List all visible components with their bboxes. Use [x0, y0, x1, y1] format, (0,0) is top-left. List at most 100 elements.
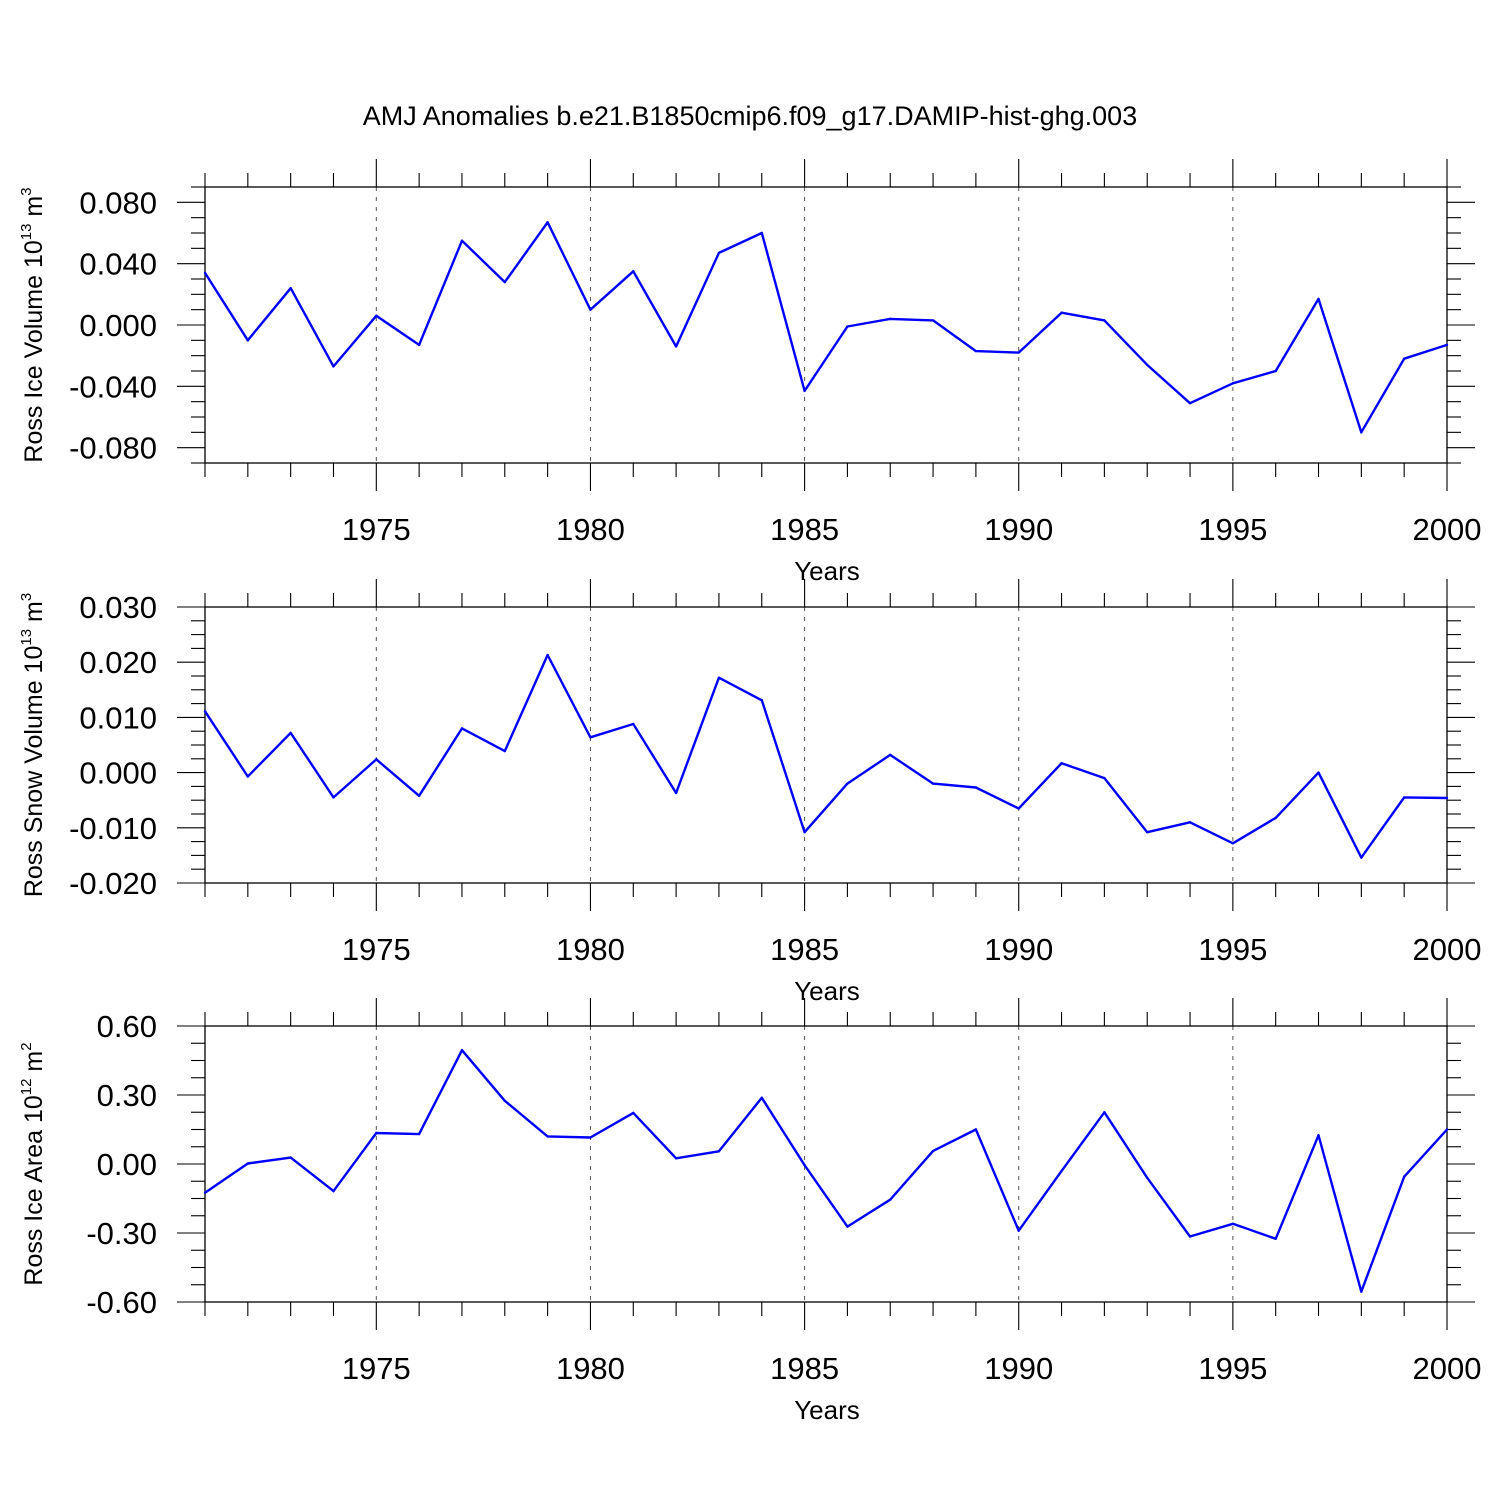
- data-point: [460, 1048, 464, 1052]
- data-point: [974, 786, 978, 789]
- data-point: [203, 710, 207, 713]
- y-tick-label: 0.080: [79, 185, 157, 220]
- data-point: [803, 389, 806, 393]
- data-point: [803, 831, 806, 834]
- y-tick-label: -0.30: [86, 1216, 157, 1251]
- data-point: [1231, 382, 1235, 385]
- data-point: [589, 1136, 592, 1139]
- data-point: [1146, 363, 1149, 367]
- y-axis-label-exponent: 12: [18, 1079, 35, 1096]
- data-point: [460, 239, 464, 242]
- data-point: [289, 1156, 292, 1159]
- y-axis-label-unit-exponent: 2: [18, 1042, 35, 1050]
- data-point: [1231, 1222, 1235, 1226]
- data-point: [1317, 1134, 1320, 1137]
- data-point: [375, 1131, 378, 1135]
- data-point: [332, 365, 335, 368]
- x-tick-label: 1975: [342, 512, 411, 547]
- y-axis-label-unit: m: [20, 601, 48, 629]
- data-point: [931, 1149, 935, 1153]
- data-point: [974, 349, 978, 353]
- plot-frame: [204, 186, 1448, 464]
- plot-frame: [204, 1025, 1448, 1303]
- data-point: [889, 317, 892, 321]
- x-tick-label: 1980: [556, 1351, 625, 1386]
- data-point: [589, 736, 592, 739]
- y-axis-label-unit-exponent: 3: [18, 187, 35, 195]
- x-tick-label: 1980: [556, 932, 625, 967]
- data-point: [931, 319, 935, 322]
- y-axis-label-text: Ross Snow Volume 10: [20, 646, 48, 898]
- data-point: [717, 251, 721, 255]
- data-point: [1103, 1111, 1106, 1114]
- y-tick-label: -0.080: [69, 431, 157, 466]
- y-tick-label: -0.010: [69, 811, 157, 846]
- y-axis-label-text: Ross Ice Area 10: [20, 1095, 48, 1285]
- data-point: [1188, 402, 1192, 405]
- x-axis-label: Years: [794, 976, 860, 1006]
- data-point: [632, 1111, 635, 1115]
- data-point: [1103, 319, 1106, 322]
- data-point: [546, 221, 549, 224]
- data-point: [674, 1157, 678, 1160]
- data-point: [1017, 807, 1020, 810]
- y-tick-label: 0.30: [97, 1078, 157, 1113]
- data-point: [503, 1099, 506, 1102]
- data-point: [546, 653, 549, 657]
- data-point: [931, 782, 935, 785]
- y-axis-label-unit: m: [20, 1051, 48, 1079]
- data-point: [1402, 1175, 1406, 1178]
- data-point: [760, 231, 763, 235]
- y-tick-label: 0.60: [97, 1009, 157, 1044]
- y-axis-label-unit: m: [20, 196, 48, 224]
- data-point: [1274, 1237, 1277, 1240]
- data-point: [1360, 856, 1363, 859]
- x-tick-label: 1995: [1198, 512, 1267, 547]
- data-point: [846, 782, 849, 785]
- data-point: [1017, 351, 1020, 354]
- y-tick-label: -0.020: [69, 866, 157, 901]
- data-point: [1360, 1290, 1363, 1293]
- y-tick-label: 0.010: [79, 700, 157, 735]
- data-point: [1317, 771, 1320, 774]
- y-axis-label-unit-exponent: 3: [18, 593, 35, 601]
- y-tick-label: 0.000: [79, 756, 157, 791]
- data-point: [589, 308, 592, 311]
- data-point: [246, 1162, 250, 1165]
- data-point: [889, 1198, 892, 1201]
- y-tick-label: 0.030: [79, 590, 157, 625]
- data-point: [1360, 431, 1363, 434]
- x-tick-label: 1985: [770, 932, 839, 967]
- data-point: [1146, 831, 1149, 834]
- x-tick-label: 1985: [770, 1351, 839, 1386]
- data-point: [1188, 1235, 1192, 1238]
- data-point: [375, 758, 378, 761]
- data-point: [632, 722, 635, 726]
- x-tick-label: 2000: [1413, 932, 1482, 967]
- y-tick-label: 0.00: [97, 1147, 157, 1182]
- y-tick-label: -0.60: [86, 1285, 157, 1320]
- data-point: [1146, 1176, 1149, 1180]
- data-point: [1060, 1169, 1063, 1173]
- data-point: [1445, 343, 1449, 347]
- x-tick-label: 1985: [770, 512, 839, 547]
- data-point: [246, 339, 250, 342]
- chart-panel-2: -0.020 -0.010 0.000 0.010 0.020 0.030 1975 1980…: [18, 579, 1481, 1006]
- x-tick-label: 1975: [342, 932, 411, 967]
- data-point: [1274, 816, 1277, 820]
- data-point: [289, 287, 292, 290]
- x-tick-label: 1990: [984, 512, 1053, 547]
- x-tick-label: 1990: [984, 1351, 1053, 1386]
- data-point: [375, 314, 378, 317]
- data-point: [289, 731, 292, 735]
- plot-frame: [204, 606, 1448, 884]
- data-point: [717, 1150, 721, 1153]
- data-point: [760, 699, 763, 702]
- data-point: [203, 271, 207, 275]
- y-tick-label: -0.040: [69, 369, 157, 404]
- chart-panel-1: -0.080 -0.040 0.000 0.040 0.080 1975 1980 1985 1…: [18, 159, 1481, 586]
- data-point: [1445, 796, 1449, 800]
- data-point: [203, 1191, 207, 1194]
- data-point: [674, 345, 678, 348]
